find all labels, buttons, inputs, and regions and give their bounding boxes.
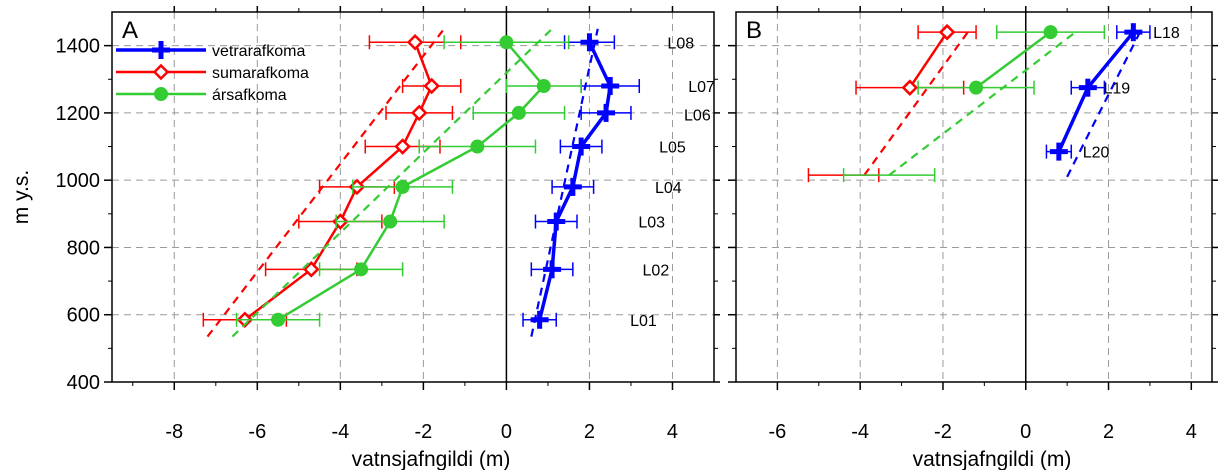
y-tick-label: 1200 [56, 103, 101, 125]
gridlines [112, 12, 714, 382]
axis-ticks: -8 -6 -4 -2 0 2 4 400 600 800 1000 1200 1400 [56, 6, 720, 443]
series-0 [522, 28, 641, 337]
series-1-trend-line [206, 28, 446, 338]
series-2-line [975, 31, 1052, 89]
series-2-point [511, 105, 526, 120]
plot-frame [735, 11, 1213, 383]
legend-label: sumarafkoma [212, 65, 309, 82]
site-label: L06 [684, 108, 711, 125]
series-2 [842, 25, 1106, 183]
axis-ticks: -6 -4 -2 0 2 4 [728, 6, 1218, 443]
plot-area [807, 23, 1151, 183]
series-2-line [277, 41, 546, 321]
panel-letter: B [746, 17, 762, 44]
series-0 [1045, 23, 1151, 178]
plot-area [202, 28, 641, 338]
site-label: L01 [630, 313, 657, 330]
panel-b: -6 -4 -2 0 2 4 vatnsjafngildi (m) B L18 L19 L20 [728, 6, 1218, 470]
x-tick-label: 4 [1186, 421, 1197, 443]
series-2-point [536, 79, 551, 93]
legend-marker-1 [152, 63, 170, 81]
x-tick-label: 2 [584, 421, 595, 443]
x-tick-label: 0 [501, 421, 512, 443]
x-tick-label: -4 [331, 421, 349, 443]
x-tick-label: -2 [414, 421, 432, 443]
x-axis-title: vatnsjafngildi (m) [352, 448, 511, 470]
x-tick-label: -6 [768, 421, 786, 443]
site-label: L18 [1153, 25, 1180, 42]
series-2-point [395, 179, 410, 194]
series-2-point [354, 262, 369, 277]
series-1-point [406, 34, 424, 51]
series-1-point [394, 138, 411, 155]
legend-label: ársafkoma [212, 87, 287, 104]
x-tick-label: 0 [1020, 421, 1031, 443]
series-1-line [908, 31, 949, 89]
x-tick-label: 4 [667, 421, 678, 443]
series-2-point [271, 312, 286, 327]
x-tick-label: -8 [165, 421, 183, 443]
plot-frame [111, 11, 715, 383]
y-tick-label: 400 [67, 372, 100, 394]
y-tick-label: 600 [67, 305, 100, 327]
series-1 [807, 23, 977, 183]
site-label: L05 [659, 140, 686, 157]
series-2-point [1043, 25, 1058, 40]
legend-marker-2 [154, 87, 168, 101]
series-2-point [383, 214, 398, 229]
site-label: L20 [1083, 145, 1110, 162]
x-axis-title: vatnsjafngildi (m) [913, 448, 1072, 470]
site-label: L07 [688, 79, 715, 96]
site-label: L08 [667, 35, 694, 52]
series-1-trend-line [863, 31, 969, 176]
x-tick-label: 2 [1103, 421, 1114, 443]
series-2-trend-line [888, 31, 1077, 177]
panel-a: -8 -6 -4 -2 0 2 4 400 600 800 1000 1200 1400 vatnsjaf… [10, 6, 720, 470]
site-label: L04 [655, 180, 682, 197]
panel-letter: A [122, 17, 138, 44]
site-label: L03 [638, 215, 665, 232]
series-2-point [499, 35, 514, 50]
y-tick-label: 800 [67, 237, 100, 259]
y-axis-title: m y.s. [10, 170, 33, 224]
y-tick-label: 1000 [56, 170, 101, 192]
y-tick-label: 1400 [56, 36, 101, 58]
series-1-point [938, 23, 956, 41]
x-tick-label: -4 [851, 421, 869, 443]
legend-label: vetrarafkoma [212, 43, 305, 60]
legend: vetrarafkoma sumarafkoma ársafkoma [116, 41, 309, 104]
series-2 [231, 28, 582, 338]
gridlines [736, 12, 1212, 382]
series-1-point [410, 104, 428, 122]
series-2-point [470, 139, 485, 154]
series-2-trend-line [231, 28, 553, 338]
x-tick-label: -2 [934, 421, 952, 443]
site-label: L02 [643, 262, 670, 279]
series-1-point [303, 261, 320, 278]
x-tick-label: -6 [248, 421, 266, 443]
series-2-point [969, 80, 984, 95]
series-1-point [423, 77, 440, 95]
site-label: L19 [1103, 81, 1130, 98]
series-1-point [901, 79, 919, 96]
series-0-trend-line [530, 28, 599, 337]
